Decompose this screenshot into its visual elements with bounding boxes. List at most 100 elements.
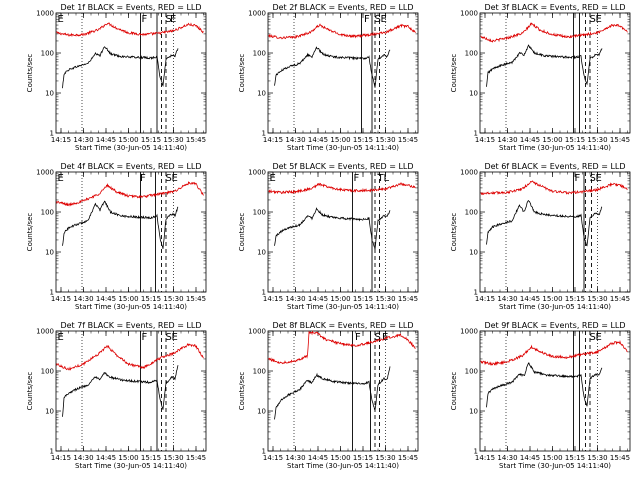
y-axis-label: Counts/sec — [26, 213, 34, 252]
detector-panel-9: Det 9f BLACK = Events, RED = LLD 1 10 100 10… — [450, 321, 631, 470]
y-tick-label: 1000 — [248, 169, 266, 177]
x-tick-label: 15:15 — [141, 136, 161, 144]
x-axis-label: Start Time (30-Jun-05 14:11:40) — [287, 144, 399, 152]
x-tick-label: 14:15 — [475, 295, 495, 303]
x-tick-label: 15:15 — [565, 136, 585, 144]
x-tick-label: 15:45 — [610, 295, 630, 303]
marker-label-e: E — [172, 332, 178, 343]
detector-panel-8: Det 8f BLACK = Events, RED = LLD 1 10 100 10… — [238, 321, 419, 470]
y-tick-label: 100 — [465, 209, 478, 217]
y-tick-label: 100 — [253, 209, 266, 217]
x-tick-label: 14:15 — [475, 454, 495, 462]
axes-frame — [55, 330, 207, 452]
lld-series-line — [56, 22, 204, 38]
y-tick-label: 1 — [50, 130, 54, 138]
x-tick-label: 15:00 — [542, 454, 562, 462]
x-tick-label: 15:30 — [587, 454, 607, 462]
detector-panel-4: Det 4f BLACK = Events, RED = LLD 1 10 100 10… — [26, 162, 207, 311]
x-tick-label: 15:15 — [565, 454, 585, 462]
panel-title: Det 5f BLACK = Events, RED = LLD — [272, 162, 413, 171]
x-tick-label: 15:15 — [141, 295, 161, 303]
marker-label-s: S — [590, 14, 596, 25]
y-axis-label: Counts/sec — [450, 372, 458, 411]
y-axis-label: Counts/sec — [238, 372, 246, 411]
y-axis-label: Counts/sec — [238, 54, 246, 93]
x-tick-label: 14:15 — [263, 295, 283, 303]
marker-label-s: S — [166, 173, 172, 184]
marker-label-s: S — [375, 332, 381, 343]
x-tick-label: 15:45 — [186, 454, 206, 462]
x-tick-label: 14:45 — [96, 136, 116, 144]
marker-label-f: F — [142, 332, 148, 343]
panel-title: Det 9f BLACK = Events, RED = LLD — [484, 321, 625, 330]
panel-title: Det 2f BLACK = Events, RED = LLD — [272, 3, 413, 12]
y-axis-label: Counts/sec — [26, 372, 34, 411]
y-tick-label: 10 — [469, 408, 478, 416]
marker-label-s: S — [590, 332, 596, 343]
marker-label-e: E — [58, 332, 64, 343]
marker-label-f: F — [140, 173, 146, 184]
x-tick-label: 14:45 — [308, 136, 328, 144]
x-tick-label: 15:00 — [330, 295, 350, 303]
panel-title: Det 7f BLACK = Events, RED = LLD — [60, 321, 201, 330]
x-tick-label: 15:15 — [141, 454, 161, 462]
marker-label-e: E — [170, 14, 176, 25]
detector-panel-1: Det 1f BLACK = Events, RED = LLD 1 10 100 10… — [26, 3, 207, 152]
x-tick-label: 14:15 — [263, 454, 283, 462]
x-tick-label: 15:45 — [398, 454, 418, 462]
y-tick-label: 1 — [474, 130, 478, 138]
marker-label-f: F — [364, 14, 370, 25]
y-tick-label: 1000 — [460, 10, 478, 18]
events-series-line — [274, 207, 391, 250]
x-tick-label: 15:00 — [542, 136, 562, 144]
x-tick-label: 14:45 — [520, 295, 540, 303]
marker-label-f: F — [354, 173, 360, 184]
y-tick-label: 10 — [257, 90, 266, 98]
y-tick-label: 10 — [45, 90, 54, 98]
x-tick-label: 14:30 — [285, 295, 305, 303]
x-axis-label: Start Time (30-Jun-05 14:11:40) — [75, 303, 187, 311]
y-tick-label: 100 — [253, 368, 266, 376]
x-tick-label: 14:45 — [308, 454, 328, 462]
axes-frame — [479, 171, 631, 293]
marker-label-e: E — [270, 173, 276, 184]
x-tick-label: 15:45 — [186, 136, 206, 144]
x-tick-label: 14:30 — [497, 454, 517, 462]
events-series-line — [62, 46, 179, 89]
marker-label-t: T — [377, 173, 385, 184]
y-tick-label: 1000 — [460, 169, 478, 177]
x-axis-label: Start Time (30-Jun-05 14:11:40) — [499, 144, 611, 152]
marker-label-e: E — [58, 173, 64, 184]
events-series-line — [486, 362, 603, 408]
x-tick-label: 15:45 — [610, 136, 630, 144]
y-tick-label: 100 — [41, 50, 54, 58]
x-tick-label: 15:45 — [398, 295, 418, 303]
y-axis-label: Counts/sec — [26, 54, 34, 93]
marker-label-e: E — [172, 173, 178, 184]
detector-panel-3: Det 3f BLACK = Events, RED = LLD 1 10 100 10… — [450, 3, 631, 152]
axes-frame — [267, 330, 419, 452]
x-tick-label: 14:30 — [497, 295, 517, 303]
axes-frame — [267, 12, 419, 134]
x-axis-label: Start Time (30-Jun-05 14:11:40) — [75, 144, 187, 152]
x-tick-label: 15:45 — [186, 295, 206, 303]
detector-panel-5: Det 5f BLACK = Events, RED = LLD 1 10 100 10… — [238, 162, 419, 311]
y-tick-label: 1000 — [36, 328, 54, 336]
marker-label-s: S — [166, 332, 172, 343]
x-tick-label: 14:45 — [520, 136, 540, 144]
y-tick-label: 1 — [262, 448, 266, 456]
panel-title: Det 3f BLACK = Events, RED = LLD — [484, 3, 625, 12]
x-tick-label: 14:30 — [285, 136, 305, 144]
x-axis-label: Start Time (30-Jun-05 14:11:40) — [75, 462, 187, 470]
y-tick-label: 1000 — [36, 169, 54, 177]
x-tick-label: 15:15 — [565, 295, 585, 303]
panel-title: Det 1f BLACK = Events, RED = LLD — [60, 3, 201, 12]
y-tick-label: 10 — [45, 249, 54, 257]
events-series-line — [62, 200, 179, 249]
events-series-line — [274, 366, 391, 420]
axes-frame — [55, 12, 207, 134]
x-axis-label: Start Time (30-Jun-05 14:11:40) — [287, 303, 399, 311]
detector-panel-7: Det 7f BLACK = Events, RED = LLD 1 10 100 10… — [26, 321, 207, 470]
marker-label-e: E — [58, 14, 64, 25]
y-tick-label: 10 — [257, 249, 266, 257]
